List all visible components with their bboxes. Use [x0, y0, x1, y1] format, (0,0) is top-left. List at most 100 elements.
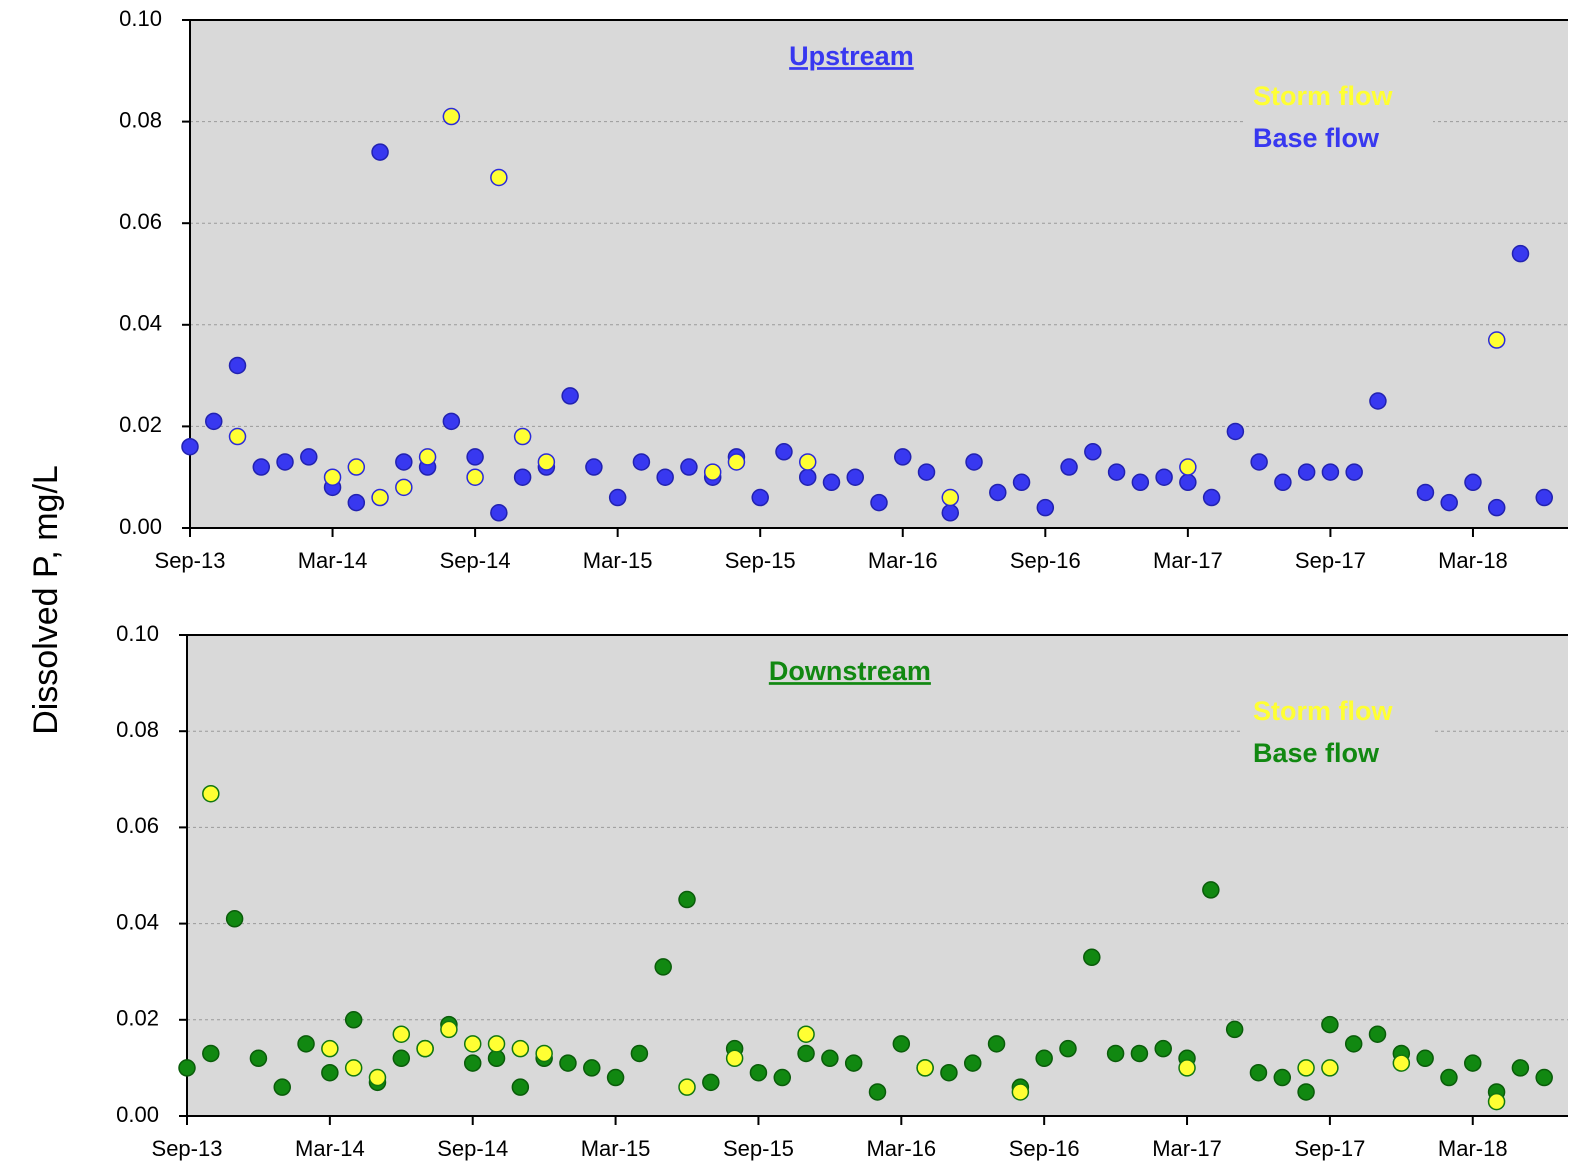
data-point	[1440, 1068, 1458, 1087]
data-point	[656, 468, 674, 486]
x-tick-label: Sep-17	[1294, 1136, 1365, 1161]
data-point	[1487, 1092, 1506, 1111]
data-point	[344, 1059, 363, 1077]
data-point	[392, 1025, 411, 1043]
data-point	[392, 1049, 411, 1068]
data-point	[1202, 881, 1220, 899]
data-point	[1487, 498, 1506, 517]
data-point	[371, 488, 389, 507]
data-point	[630, 1044, 649, 1063]
data-point	[1084, 443, 1102, 461]
data-point	[1273, 1068, 1292, 1087]
data-point	[537, 453, 556, 471]
data-point	[463, 1054, 482, 1072]
y-tick-label: 0.04	[119, 311, 162, 336]
y-tick-label: 0.02	[116, 1006, 159, 1031]
data-point	[963, 1054, 982, 1072]
data-point	[940, 1063, 958, 1082]
data-point	[561, 387, 579, 405]
x-tick-label: Sep-14	[440, 548, 511, 573]
data-point	[870, 493, 888, 512]
y-tick-label: 0.02	[119, 412, 162, 437]
data-point	[440, 1020, 458, 1039]
data-point	[821, 1049, 839, 1068]
data-point	[1036, 498, 1055, 517]
x-tick-label: Mar-18	[1438, 548, 1508, 573]
data-point	[1464, 1054, 1482, 1072]
data-point	[513, 427, 532, 446]
x-tick-label: Mar-18	[1438, 1136, 1508, 1161]
data-point	[1321, 1059, 1339, 1077]
data-point	[1083, 948, 1101, 967]
data-point	[1487, 331, 1506, 349]
data-point	[1511, 1059, 1530, 1077]
data-point	[225, 910, 244, 928]
data-point	[559, 1054, 577, 1072]
data-point	[632, 453, 651, 471]
data-point	[1155, 468, 1173, 486]
data-point	[463, 1035, 482, 1053]
data-point	[418, 448, 437, 466]
data-point	[1011, 1083, 1030, 1101]
data-point	[1321, 1015, 1339, 1034]
data-point	[797, 1025, 815, 1043]
y-axis-label: Dissolved P, mg/L	[27, 465, 65, 735]
data-point	[347, 458, 366, 476]
x-tick-label: Sep-16	[1009, 1136, 1080, 1161]
data-point	[775, 443, 793, 461]
data-point	[1178, 1059, 1196, 1077]
data-point	[249, 1049, 268, 1068]
data-point	[798, 468, 817, 486]
y-tick-label: 0.08	[119, 107, 162, 132]
x-tick-label: Sep-16	[1010, 548, 1081, 573]
x-tick-label: Mar-15	[581, 1136, 651, 1161]
data-point	[321, 1039, 339, 1058]
data-point	[608, 488, 627, 507]
data-point	[178, 1059, 196, 1077]
data-point	[487, 1049, 506, 1068]
y-tick-label: 0.06	[119, 209, 162, 234]
data-point	[300, 448, 318, 466]
data-point	[727, 453, 746, 471]
data-point	[202, 1044, 220, 1063]
data-point	[1440, 493, 1458, 512]
legend-bg	[1243, 735, 1433, 775]
data-point	[442, 107, 461, 126]
x-tick-label: Sep-14	[437, 1136, 508, 1161]
legend-entry: Storm flow	[1253, 81, 1393, 111]
data-point	[371, 143, 389, 161]
data-point	[844, 1054, 863, 1072]
data-point	[1274, 473, 1292, 492]
data-point	[678, 890, 696, 909]
x-tick-label: Sep-13	[152, 1136, 223, 1161]
chart-title: Downstream	[769, 656, 931, 686]
data-point	[1345, 463, 1363, 481]
chart-title: Upstream	[789, 41, 914, 71]
y-tick-label: 0.00	[116, 1102, 159, 1127]
data-point	[1035, 1049, 1053, 1068]
data-point	[228, 427, 247, 446]
data-point	[751, 488, 769, 507]
data-point	[987, 1035, 1006, 1053]
data-point	[1130, 1044, 1149, 1063]
legend-entry: Storm flow	[1253, 696, 1393, 726]
data-point	[513, 468, 532, 486]
x-tick-label: Mar-16	[868, 548, 938, 573]
data-point	[511, 1078, 530, 1096]
x-tick-label: Mar-17	[1152, 1136, 1222, 1161]
data-point	[442, 412, 461, 431]
data-point	[989, 483, 1007, 502]
data-point	[773, 1068, 792, 1087]
data-point	[606, 1068, 625, 1087]
data-point	[252, 458, 271, 476]
data-point	[1250, 453, 1268, 471]
data-point	[678, 1078, 696, 1096]
data-point	[1106, 1044, 1125, 1063]
data-point	[535, 1044, 553, 1063]
data-point	[680, 458, 698, 476]
data-point	[1154, 1039, 1172, 1058]
data-point	[1249, 1063, 1268, 1082]
data-point	[583, 1059, 601, 1077]
data-point	[798, 453, 817, 471]
